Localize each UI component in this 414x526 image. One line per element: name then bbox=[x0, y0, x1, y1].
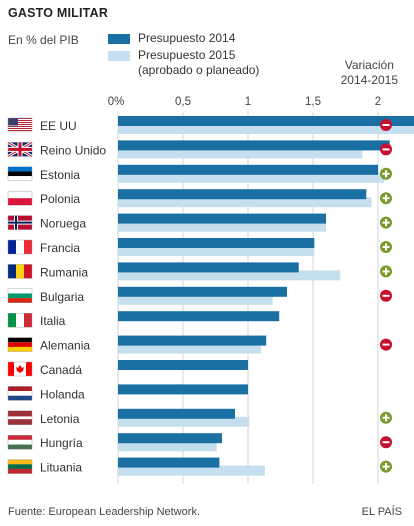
bar-2014 bbox=[118, 164, 378, 175]
marker-bar bbox=[382, 294, 390, 297]
bar-2015 bbox=[118, 416, 250, 427]
bar-2015 bbox=[118, 294, 273, 305]
bar-2014 bbox=[118, 238, 315, 248]
bar-2014 bbox=[118, 189, 367, 200]
x-tick-label: 1,5 bbox=[305, 96, 321, 108]
bar-2015 bbox=[118, 343, 261, 354]
x-tick-label: 1 bbox=[245, 96, 251, 108]
bar-2014 bbox=[118, 116, 414, 126]
legend-swatch-2015 bbox=[108, 51, 130, 61]
legend-swatch-2014 bbox=[108, 34, 130, 44]
flag-france-icon bbox=[7, 239, 33, 255]
bar-2015 bbox=[118, 441, 217, 452]
country-label: Polonia bbox=[40, 192, 80, 206]
chart-subtitle: En % del PIB bbox=[8, 33, 79, 47]
source-note: Fuente: European Leadership Network. bbox=[8, 506, 201, 518]
country-label: Hungría bbox=[40, 436, 83, 450]
marker-bar bbox=[385, 170, 387, 178]
bar-2014 bbox=[118, 335, 267, 346]
bar-2015 bbox=[118, 124, 414, 134]
country-label: Bulgaria bbox=[40, 290, 84, 304]
flag-estonia-icon bbox=[7, 166, 33, 182]
country-label: Reino Unido bbox=[40, 143, 106, 157]
country-label: Canadá bbox=[40, 363, 82, 377]
marker-bar bbox=[385, 463, 387, 471]
bar-2015 bbox=[118, 172, 385, 183]
country-label: Rumania bbox=[40, 265, 88, 279]
marker-bar bbox=[382, 148, 390, 151]
flag-norway-icon bbox=[7, 215, 33, 230]
flag-bulgaria-icon bbox=[7, 288, 33, 303]
marker-bar bbox=[385, 243, 387, 251]
marker-bar bbox=[385, 219, 387, 227]
country-label: Estonia bbox=[40, 168, 80, 182]
marker-bar bbox=[382, 124, 390, 126]
country-label: Italia bbox=[40, 314, 66, 328]
marker-bar bbox=[385, 194, 387, 202]
country-label: Noruega bbox=[40, 217, 86, 231]
x-tick-label: 2 bbox=[375, 96, 381, 108]
legend-item-2015: Presupuesto 2015 (aprobado o planeado) bbox=[108, 48, 259, 78]
flag-uk-icon bbox=[7, 141, 33, 158]
bar-2014 bbox=[118, 360, 248, 370]
marker-bar bbox=[385, 267, 387, 275]
flag-germany-icon bbox=[7, 337, 33, 352]
country-label: EE UU bbox=[40, 119, 77, 133]
flag-lithuania-icon bbox=[7, 459, 33, 474]
country-label: Holanda bbox=[40, 387, 85, 401]
bar-2014 bbox=[118, 213, 326, 224]
bar-2015 bbox=[118, 197, 372, 208]
country-label: Alemania bbox=[40, 339, 90, 353]
flag-netherlands-icon bbox=[7, 386, 33, 401]
bar-2015 bbox=[118, 465, 265, 476]
marker-bar bbox=[385, 414, 387, 422]
bar-2015 bbox=[118, 246, 315, 256]
flag-italy-icon bbox=[7, 313, 33, 328]
flag-hungary-icon bbox=[7, 435, 33, 450]
country-label: Letonia bbox=[40, 412, 80, 426]
publisher-credit: EL PAÍS bbox=[361, 506, 402, 518]
bar-2014 bbox=[118, 140, 390, 151]
bar-2014 bbox=[118, 433, 222, 444]
bar-2014 bbox=[118, 262, 299, 273]
x-tick-label: 0,5 bbox=[175, 96, 191, 108]
flag-usa-icon bbox=[7, 117, 33, 133]
flag-romania-icon bbox=[7, 264, 33, 279]
flag-canada-icon bbox=[7, 361, 33, 377]
x-tick-label: 0% bbox=[108, 96, 125, 108]
legend-label-2014: Presupuesto 2014 bbox=[138, 31, 236, 45]
bar-2015 bbox=[118, 270, 341, 281]
bar-2014 bbox=[118, 311, 280, 322]
bar-2015 bbox=[118, 221, 326, 232]
flag-poland-icon bbox=[7, 190, 33, 206]
marker-bar bbox=[382, 441, 390, 444]
variation-header: Variación 2014-2015 bbox=[340, 58, 398, 87]
bar-2014 bbox=[118, 286, 287, 297]
chart-title: GASTO MILITAR bbox=[8, 6, 109, 20]
bar-2014 bbox=[118, 408, 235, 419]
bar-2015 bbox=[118, 148, 363, 159]
bar-2014 bbox=[118, 457, 220, 468]
flag-latvia-icon bbox=[7, 410, 33, 425]
legend-item-2014: Presupuesto 2014 bbox=[108, 31, 235, 46]
legend-label-2015: Presupuesto 2015 (aprobado o planeado) bbox=[138, 48, 260, 77]
country-label: Francia bbox=[40, 241, 80, 255]
country-label: Lituania bbox=[40, 461, 82, 475]
bar-2014 bbox=[118, 384, 248, 395]
marker-bar bbox=[382, 343, 390, 346]
